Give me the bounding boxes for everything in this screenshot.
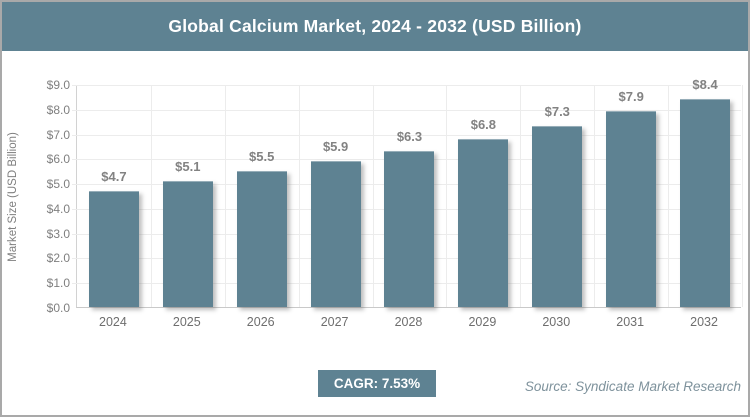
bar <box>236 170 287 307</box>
y-tick-label: $4.0 <box>46 201 70 216</box>
y-gridline <box>72 85 741 86</box>
x-tick-label: 2032 <box>690 315 718 329</box>
y-tick-label: $5.0 <box>46 177 70 192</box>
y-gridline <box>72 109 741 111</box>
x-tick-label: 2028 <box>394 315 423 329</box>
cagr-badge: CAGR: 7.53% <box>318 370 436 397</box>
x-gridline <box>446 85 448 307</box>
bar <box>310 160 361 307</box>
bar-slot: $6.8 <box>446 85 520 307</box>
x-gridline <box>150 85 152 307</box>
x-gridline <box>668 85 670 307</box>
x-gridline <box>372 85 374 307</box>
x-tick-label: 2027 <box>320 315 349 329</box>
bar-slot: $8.4 <box>668 77 742 307</box>
bar <box>162 180 213 307</box>
y-tick-label: $3.0 <box>46 226 70 241</box>
cagr-label: CAGR: 7.53% <box>333 376 421 391</box>
x-tick-label: 2030 <box>542 315 571 329</box>
bar-value-label: $4.7 <box>101 168 127 184</box>
bar <box>680 98 731 307</box>
bar-value-label: $5.5 <box>249 148 275 164</box>
x-tick-label: 2029 <box>468 315 497 329</box>
x-gridline <box>520 85 522 307</box>
bar <box>88 190 139 307</box>
bar-slot: $5.1 <box>151 85 225 307</box>
y-tick-label: $2.0 <box>46 251 70 266</box>
bar <box>532 126 583 307</box>
x-tick-label: 2025 <box>172 315 201 329</box>
x-gridline <box>594 85 596 307</box>
bar-slot: $7.9 <box>594 85 668 307</box>
x-gridline <box>298 85 300 307</box>
bar-slot: $7.3 <box>520 85 594 307</box>
chart-title-bar: Global Calcium Market, 2024 - 2032 (USD … <box>2 2 748 51</box>
y-tick-label: $9.0 <box>46 78 70 92</box>
bar <box>606 111 657 307</box>
bar-value-label: $5.9 <box>322 138 349 154</box>
y-axis-tick-labels: $0.0 $1.0 $2.0 $3.0 $4.0 $5.0 $6.0 $7.0 $8.0 $9.0 <box>28 78 70 315</box>
bar-value-label: $7.9 <box>618 89 644 105</box>
bar-slot: $4.7 <box>77 85 151 307</box>
bar-slot: $6.3 <box>373 85 447 307</box>
y-tick-label: $0.0 <box>46 301 70 315</box>
bar-value-label: $5.1 <box>175 158 201 174</box>
x-tick-label: 2026 <box>246 315 275 329</box>
source-text: Source: Syndicate Market Research <box>524 379 741 394</box>
y-gridline <box>72 134 741 136</box>
bar-value-label: $8.4 <box>692 76 718 92</box>
chart-title: Global Calcium Market, 2024 - 2032 (USD … <box>168 16 582 36</box>
bar-value-label: $7.3 <box>544 104 570 120</box>
y-tick-label: $6.0 <box>46 152 70 167</box>
x-tick-label: 2024 <box>99 315 127 329</box>
bar <box>384 150 435 307</box>
bar-slot: $5.9 <box>299 85 373 307</box>
x-gridline <box>742 85 743 307</box>
y-tick-label: $8.0 <box>46 102 70 117</box>
y-axis-title-wrap: Market Size (USD Billion) <box>4 85 22 308</box>
y-tick-label: $7.0 <box>46 127 70 142</box>
bar-value-label: $6.8 <box>470 116 497 132</box>
plot-area: $4.7 $5.1 $5.5 $5.9 $6.3 $6.8 $7.3 $7.9 $8.4 <box>72 77 743 308</box>
bar-slot: $5.5 <box>225 85 299 307</box>
bar <box>458 138 509 307</box>
y-axis-title: Market Size (USD Billion) <box>7 131 20 262</box>
x-axis-tick-labels: 2024 2025 2026 2027 2028 2029 2030 2031 2032 <box>76 315 741 333</box>
x-tick-label: 2031 <box>616 315 645 329</box>
y-tick-label: $1.0 <box>46 276 70 291</box>
bar-value-label: $6.3 <box>396 128 423 144</box>
x-gridline <box>224 85 226 307</box>
